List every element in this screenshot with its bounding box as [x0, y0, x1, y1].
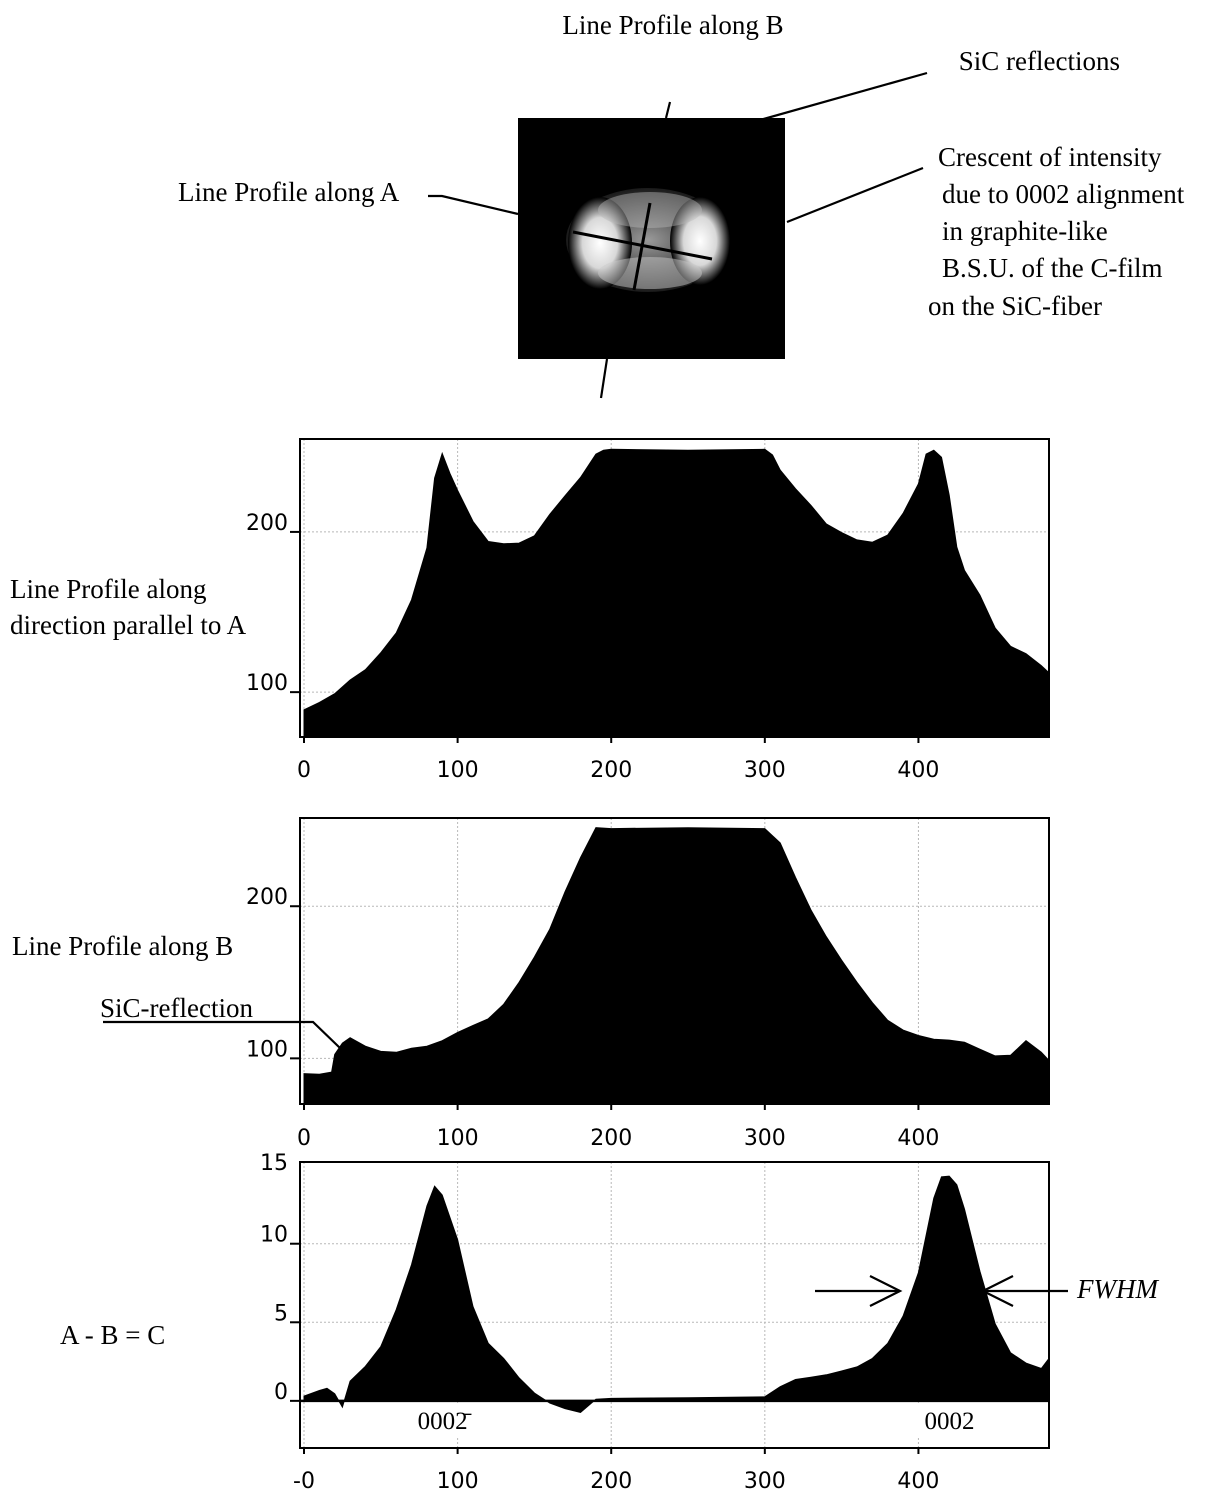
- y-tick-label-0: 10: [260, 1223, 288, 1248]
- y-tick-label-top: 15: [260, 1151, 288, 1176]
- fwhm-annotation: FWHM: [815, 1274, 1159, 1307]
- chart-profile-a: 200 100 0 100 200 300 400: [246, 438, 1050, 783]
- y-tick-label-1: 100: [246, 671, 288, 696]
- x-tick-label-2: 200: [590, 1126, 632, 1151]
- leader-sic-reflections: [759, 71, 928, 122]
- label-crescent: Crescent of intensity due to 0002 alignm…: [928, 142, 1191, 321]
- plot-frame: [299, 817, 1050, 1105]
- x-tick-label-4: 400: [897, 1126, 939, 1151]
- peak-label-box-1: [905, 1402, 994, 1437]
- peak-label-1: 0002: [924, 1408, 974, 1435]
- leader-sic-reflection: [103, 1020, 341, 1049]
- x-tick-label-3: 300: [744, 758, 786, 783]
- y-tick-label-1: 5: [274, 1301, 288, 1326]
- x-tick-label-2: 200: [590, 758, 632, 783]
- chart-profile-b: 200 100 0 100 200 300 400: [246, 817, 1050, 1151]
- plot-frame: [299, 1161, 1050, 1449]
- y-tick-label-0: 200: [246, 885, 288, 910]
- profile-area: [303, 1175, 1050, 1414]
- x-tick-label-2: 200: [590, 1469, 632, 1494]
- label-fwhm: FWHM: [1076, 1274, 1159, 1304]
- x-tick-label-0: 0: [297, 758, 311, 783]
- row-label-profile-b: Line Profile along B: [12, 931, 233, 961]
- diffraction-image: [518, 101, 785, 399]
- x-tick-label-1: 100: [437, 1126, 479, 1151]
- label-sic-reflections: SiC reflections: [959, 46, 1120, 76]
- x-tick-label-3: 300: [744, 1126, 786, 1151]
- x-tick-label-1: 100: [437, 758, 479, 783]
- row-label-profile-a: Line Profile along direction parallel to…: [10, 574, 247, 640]
- title-line-profile-b: Line Profile along B: [562, 10, 783, 40]
- y-tick-label-2: 0: [274, 1380, 288, 1405]
- peak-label-box-0: [398, 1402, 487, 1437]
- profile-area: [303, 827, 1050, 1105]
- x-tick-label-4: 400: [897, 1469, 939, 1494]
- x-tick-label-4: 400: [897, 758, 939, 783]
- chart-difference: 0002̄ 0002 10 5 0 15 -0 100 200 300 400: [260, 1151, 1050, 1494]
- leader-crescent: [786, 166, 924, 224]
- x-tick-label-3: 300: [744, 1469, 786, 1494]
- leader-line-a: [428, 194, 519, 216]
- label-sic-reflection: SiC-reflection: [100, 993, 253, 1023]
- label-line-profile-a: Line Profile along A: [178, 177, 400, 207]
- row-label-difference: A - B = C: [60, 1320, 165, 1350]
- y-tick-label-1: 100: [246, 1037, 288, 1062]
- x-tick-label-0: -0: [293, 1469, 315, 1494]
- plot-frame: [299, 438, 1050, 738]
- peak-label-0: 0002̄: [418, 1408, 472, 1435]
- x-tick-label-0: 0: [297, 1126, 311, 1151]
- y-tick-label-0: 200: [246, 511, 288, 536]
- profile-area: [303, 448, 1050, 738]
- x-tick-label-1: 100: [437, 1469, 479, 1494]
